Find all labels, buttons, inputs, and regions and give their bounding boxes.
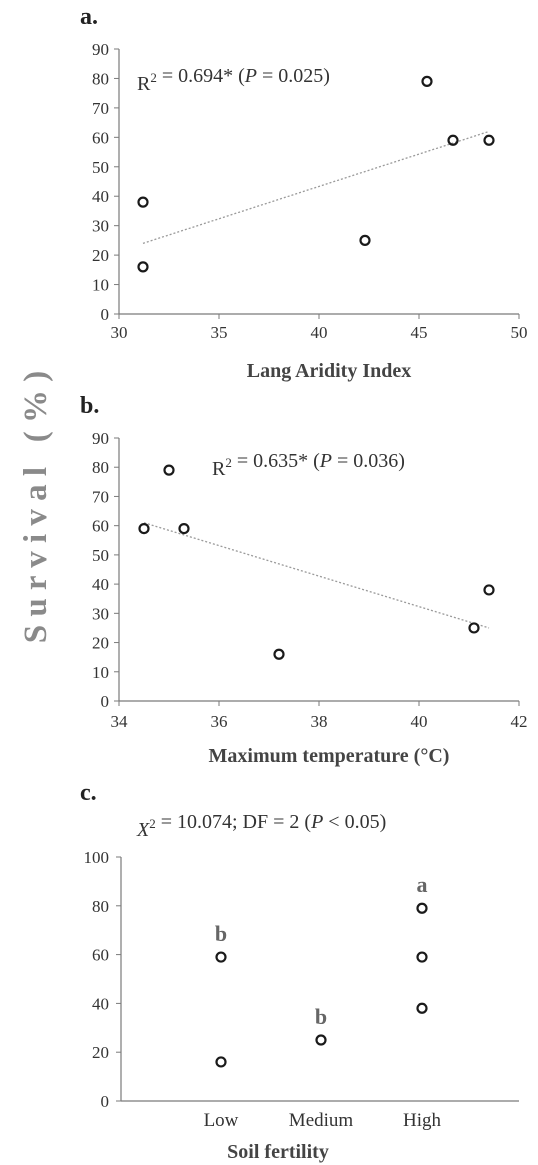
- panel-b-ytick-label: 10: [92, 663, 109, 682]
- panel-a-xlabel: Lang Aridity Index: [247, 360, 411, 382]
- panel-b-ytick-label: 70: [92, 487, 109, 506]
- panel-b-trendline: [143, 522, 490, 629]
- panel-a-point: [359, 234, 371, 246]
- panel-b-xtick-label: 42: [511, 712, 528, 731]
- panel-a-point: [137, 261, 149, 273]
- panel-b-xlabel: Maximum temperature (°C): [209, 745, 450, 767]
- panel-a-ytick-label: 20: [92, 246, 109, 265]
- panel-a-ytick-label: 10: [92, 276, 109, 295]
- panel-c-point: [416, 951, 428, 963]
- panel-c-label: c.: [80, 780, 97, 806]
- panel-c-xtick-label: Low: [204, 1110, 239, 1131]
- panel-b-point: [273, 648, 285, 660]
- panel-c-ytick-label: 80: [92, 897, 109, 916]
- panel-b-ytick-label: 40: [92, 575, 109, 594]
- panel-c-ytick-label: 20: [92, 1043, 109, 1062]
- panel-b-xtick-label: 34: [111, 712, 129, 731]
- panel-a-annotation: R2 = 0.694* (P = 0.025): [137, 65, 330, 95]
- panel-a-xtick-label: 40: [311, 323, 328, 342]
- panel-c-ytick-label: 0: [101, 1092, 110, 1111]
- panel-a-point: [483, 134, 495, 146]
- panel-b-xtick-label: 38: [311, 712, 328, 731]
- panel-b-point: [138, 522, 150, 535]
- panel-b-ytick-label: 60: [92, 517, 109, 536]
- panel-b-ytick-label: 20: [92, 634, 109, 653]
- panel-a-ytick-label: 50: [92, 158, 109, 177]
- panel-c-point: [215, 1056, 227, 1068]
- panel-b-point: [483, 584, 495, 596]
- panel-c-group-letter: b: [315, 1004, 327, 1029]
- panel-a-ytick-label: 70: [92, 99, 109, 118]
- panel-b-ytick-label: 30: [92, 604, 109, 623]
- panel-a-label: a.: [80, 4, 98, 30]
- panel-b-xtick-label: 40: [411, 712, 428, 731]
- panel-a-xtick-label: 30: [111, 323, 128, 342]
- panel-c-point: [416, 902, 428, 914]
- panel-b-xtick-label: 36: [211, 712, 228, 731]
- panel-a-point: [447, 134, 459, 146]
- panel-b-point: [163, 464, 175, 476]
- panel-c-group-letter: a: [417, 872, 428, 897]
- panel-a-point: [421, 75, 433, 87]
- panel-c-xlabel: Soil fertility: [227, 1141, 329, 1163]
- panel-c-point: [215, 951, 227, 963]
- panel-a-ytick-label: 80: [92, 69, 109, 88]
- panel-a-xtick-label: 45: [411, 323, 428, 342]
- panel-c-point: [416, 1002, 428, 1014]
- panel-c-ytick-label: 100: [84, 848, 110, 867]
- panel-a-ytick-label: 90: [92, 40, 109, 59]
- panel-b-label: b.: [80, 393, 99, 419]
- panel-b-point: [178, 522, 190, 535]
- panel-a-trendline: [142, 130, 490, 244]
- panel-c-point: [315, 1034, 327, 1046]
- panel-b-ytick-label: 0: [101, 692, 110, 711]
- panel-a-ytick-label: 40: [92, 187, 109, 206]
- panel-a-point: [137, 196, 149, 208]
- panel-b-ytick-label: 90: [92, 429, 109, 448]
- panel-a-ytick-label: 60: [92, 128, 109, 147]
- panel-b-annotation: R2 = 0.635* (P = 0.036): [212, 450, 405, 480]
- panel-a-xtick-label: 50: [511, 323, 528, 342]
- panel-c-xtick-label: High: [403, 1110, 442, 1131]
- panel-b-ytick-label: 80: [92, 458, 109, 477]
- panel-a-ytick-label: 0: [101, 305, 110, 324]
- panel-c-ytick-label: 40: [92, 994, 109, 1013]
- panel-c-group-letter: b: [215, 921, 227, 946]
- panel-c-ytick-label: 60: [92, 946, 109, 965]
- shared-ylabel: S u r v i v a l ( % ): [18, 371, 54, 644]
- panel-a-xtick-label: 35: [211, 323, 228, 342]
- panel-c-xtick-label: Medium: [289, 1110, 354, 1131]
- panel-a-ytick-label: 30: [92, 217, 109, 236]
- panel-b-point: [468, 622, 480, 634]
- panel-c-annotation: X2 = 10.074; DF = 2 (P < 0.05): [136, 811, 386, 841]
- panel-b-ytick-label: 50: [92, 546, 109, 565]
